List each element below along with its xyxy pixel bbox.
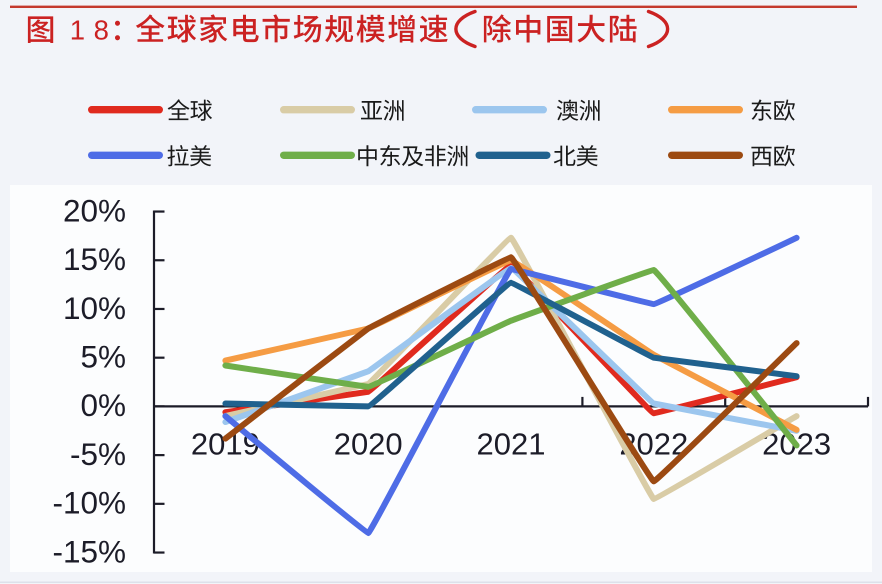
svg-text:5%: 5% <box>80 339 126 375</box>
svg-text:10%: 10% <box>63 290 126 326</box>
svg-text:2020: 2020 <box>334 426 403 461</box>
svg-text:20%: 20% <box>63 192 126 228</box>
svg-text:-15%: -15% <box>52 533 126 569</box>
svg-text:-10%: -10% <box>52 485 126 521</box>
svg-text:0%: 0% <box>80 387 126 423</box>
svg-text:15%: 15% <box>63 241 126 277</box>
svg-text:2021: 2021 <box>477 426 546 461</box>
svg-text:2019: 2019 <box>191 426 260 461</box>
svg-text:-5%: -5% <box>70 436 126 472</box>
